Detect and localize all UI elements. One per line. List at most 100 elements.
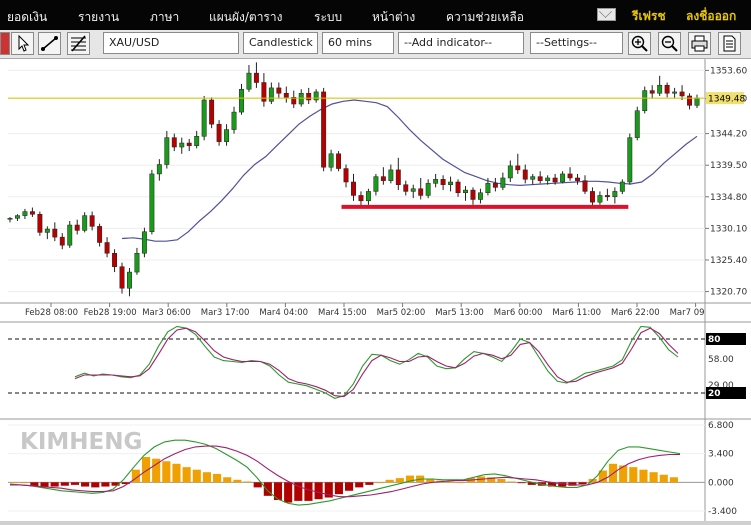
mail-icon[interactable] [597,8,616,21]
candle [395,157,401,191]
candle [351,173,356,201]
candle [649,85,655,99]
macd-histogram-bar [294,482,303,501]
candle-body [112,253,117,267]
zoom-out-icon[interactable] [658,32,681,55]
menu-help[interactable]: ความช่วยเหลือ [446,10,524,24]
candle [590,187,595,207]
macd-histogram-bar [70,482,80,485]
candle [328,149,334,172]
toolbar-left-icon[interactable] [0,32,10,55]
cursor-icon[interactable] [11,32,34,55]
logout-button[interactable]: ลงชื่อออก [686,9,737,23]
zoom-in-icon[interactable] [628,32,651,55]
refresh-button[interactable]: รีเฟรช [632,9,666,23]
price-tick-label: 1325.40 [710,256,747,266]
candle [552,173,558,185]
candle-body [657,84,663,94]
candle-body [246,72,252,90]
candle-body [7,218,13,220]
candle-body [141,231,147,254]
fibonacci-icon[interactable] [67,32,90,55]
candle-body [336,153,342,169]
symbol-select[interactable]: XAU/USD [103,32,239,54]
macd-histogram-bar [30,482,39,487]
candle [67,220,73,248]
candle-body [89,215,95,227]
candle [194,130,200,149]
candle-body [358,195,364,202]
macd-histogram-bar [314,482,323,500]
candle-body [156,164,162,175]
candle-body [149,173,155,232]
menu-balance[interactable]: ยอดเงิน [7,10,48,24]
macd-histogram-bar [81,482,90,487]
menu-language[interactable]: ภาษา [150,10,180,24]
menu-window[interactable]: หน้าต่าง [372,10,416,24]
candle-body [29,211,35,215]
candle-body [694,97,700,106]
candle-body [119,266,125,289]
chart-area[interactable]: 1353.601349.401344.201339.501334.801330.… [0,59,751,521]
candle-body [590,191,595,203]
candle-body [67,224,73,246]
candle-body [253,72,259,83]
time-tick-label: Mar5 13:00 [435,308,484,318]
candle-body [194,136,200,146]
macd-histogram-bar [345,482,354,491]
price-chart[interactable]: 1353.601349.401344.201339.501334.801330.… [0,59,751,521]
macd-histogram-bar [639,469,648,483]
candle [530,173,536,185]
candle [672,87,678,99]
candle [500,172,506,191]
macd-histogram-bar [456,482,465,484]
macd-histogram-bar [334,482,343,495]
candle [291,90,297,109]
trendline-icon[interactable] [38,32,61,55]
candle [52,222,58,242]
candle-body [306,93,312,101]
macd-histogram-bar [20,482,29,484]
menu-report[interactable]: รายงาน [78,10,120,24]
indicator-select[interactable]: --Add indicator-- [398,32,524,54]
candle-body [104,242,110,254]
candle [365,188,371,205]
candle [522,164,528,184]
macd-histogram-bar [253,482,262,488]
candle [388,164,394,184]
print-icon[interactable] [688,32,711,55]
candle [433,173,439,188]
candle [89,211,95,231]
candle [149,169,155,235]
chart-type-select[interactable]: Candlestick [243,32,318,54]
timeframe-select[interactable]: 60 mins [322,32,394,54]
settings-select[interactable]: --Settings-- [530,32,623,54]
candle-body [343,168,349,183]
candle-body [134,253,140,273]
macd-histogram-bar [162,461,171,483]
menu-chart-table[interactable]: แผนผัง/ตาราง [209,10,283,24]
stoch-tick-label: 20 [708,389,721,399]
candle [567,167,573,181]
macd-histogram-bar [395,478,404,483]
macd-histogram-bar [385,479,394,483]
time-tick-label: Mar3 17:00 [201,308,250,318]
candle-body [201,99,207,137]
candle [37,211,43,236]
candle [216,120,222,146]
candle [97,223,103,247]
candle [7,216,13,223]
time-tick-label: Mar7 09 [670,308,705,318]
menu-system[interactable]: ระบบ [314,10,343,24]
candle [276,82,282,99]
candle-body [492,183,498,188]
candle-body [164,137,170,165]
macd-histogram-bar [152,458,161,483]
candle-body [403,184,409,192]
macd-histogram-bar [405,475,415,483]
document-icon[interactable] [718,32,741,55]
candle-body [507,165,513,179]
macd-histogram-bar [517,482,526,484]
price-tick-label: 1344.20 [710,130,747,140]
time-tick-label: Mar6 11:00 [552,308,601,318]
